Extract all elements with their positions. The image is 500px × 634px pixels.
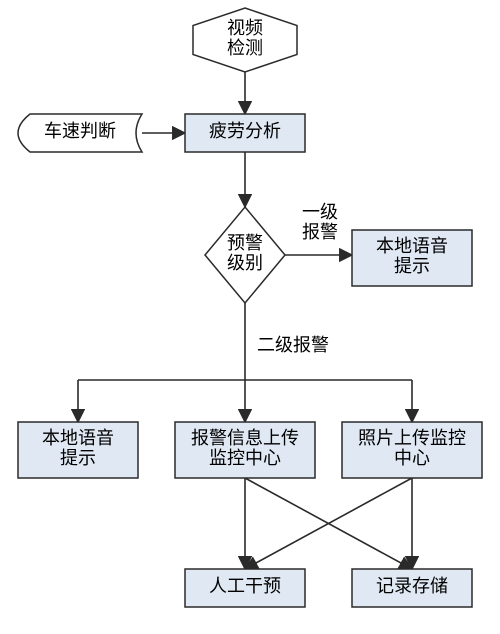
node-upload_alarm-label: 监控中心	[209, 448, 281, 468]
node-manual-label: 人工干预	[209, 576, 281, 596]
node-local_voice2: 本地语音提示	[18, 422, 138, 478]
node-speed-label: 车速判断	[44, 121, 116, 141]
node-fatigue-label: 疲劳分析	[209, 121, 281, 141]
edge-3-label: 一级	[302, 202, 338, 222]
node-local_voice1-label: 本地语音	[376, 236, 448, 256]
node-level: 预警级别	[205, 207, 285, 303]
node-record: 记录存储	[352, 569, 472, 607]
node-local_voice1: 本地语音提示	[352, 230, 472, 286]
node-level-label: 级别	[227, 253, 263, 273]
node-upload_photo: 照片上传监控中心	[342, 422, 482, 478]
node-video_detect-label: 视频	[227, 18, 263, 38]
node-video_detect: 视频检测	[193, 8, 297, 72]
edge-3-label: 报警	[302, 222, 338, 242]
node-record-label: 记录存储	[376, 576, 448, 596]
node-local_voice1-label: 提示	[394, 256, 430, 276]
node-speed: 车速判断	[18, 114, 142, 152]
node-local_voice2-label: 提示	[60, 448, 96, 468]
node-upload_alarm: 报警信息上传监控中心	[175, 422, 315, 478]
node-level-label: 预警	[227, 233, 263, 253]
edge-4-label: 二级报警	[257, 335, 329, 355]
node-upload_photo-label: 照片上传监控	[358, 428, 466, 448]
node-video_detect-label: 检测	[227, 38, 263, 58]
node-fatigue: 疲劳分析	[185, 114, 305, 152]
node-upload_photo-label: 中心	[394, 448, 430, 468]
node-manual: 人工干预	[185, 569, 305, 607]
node-local_voice2-label: 本地语音	[42, 428, 114, 448]
node-upload_alarm-label: 报警信息上传	[191, 428, 299, 448]
